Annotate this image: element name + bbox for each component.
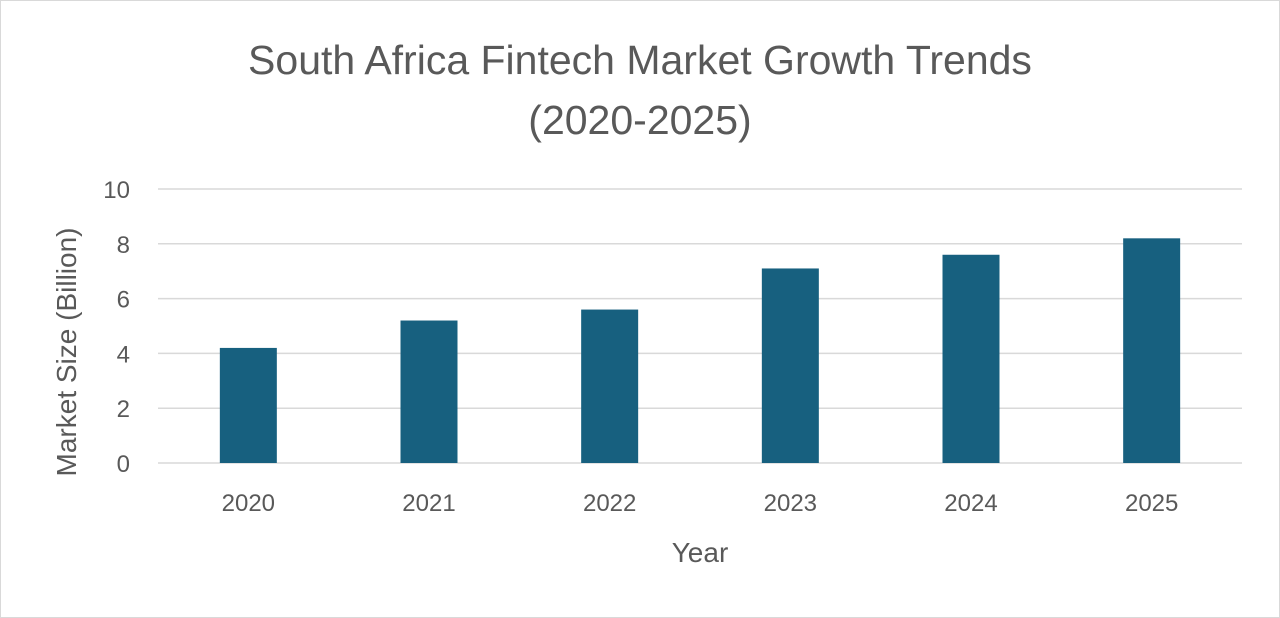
y-tick-label: 8 [117,232,130,259]
bar-2021 [400,320,458,463]
chart-title: South Africa Fintech Market Growth Trend… [248,37,1032,83]
y-tick-label: 2 [117,396,130,423]
x-tick-label: 2024 [944,490,997,517]
x-tick-labels: 2020 2021 2022 2023 2024 2025 [222,490,1179,517]
gridlines [158,188,1242,464]
x-tick-label: 2020 [222,490,275,517]
x-tick-label: 2025 [1125,490,1178,517]
y-tick-label: 6 [117,287,130,314]
bar-2022 [581,309,639,463]
y-tick-label: 4 [117,341,130,368]
y-tick-labels: 0 2 4 6 8 10 [103,177,130,478]
y-tick-label: 10 [103,177,130,204]
bar-2025 [1123,238,1181,463]
y-tick-label: 0 [117,451,130,478]
bars [219,238,1181,463]
bar-2024 [942,254,1000,463]
x-tick-label: 2023 [764,490,817,517]
chart-subtitle: (2020-2025) [528,97,752,143]
x-tick-label: 2021 [402,490,455,517]
x-axis-title: Year [672,537,729,568]
bar-2023 [761,268,819,463]
x-tick-label: 2022 [583,490,636,517]
bar-2020 [219,347,277,463]
y-axis-title: Market Size (Billion) [51,228,82,477]
